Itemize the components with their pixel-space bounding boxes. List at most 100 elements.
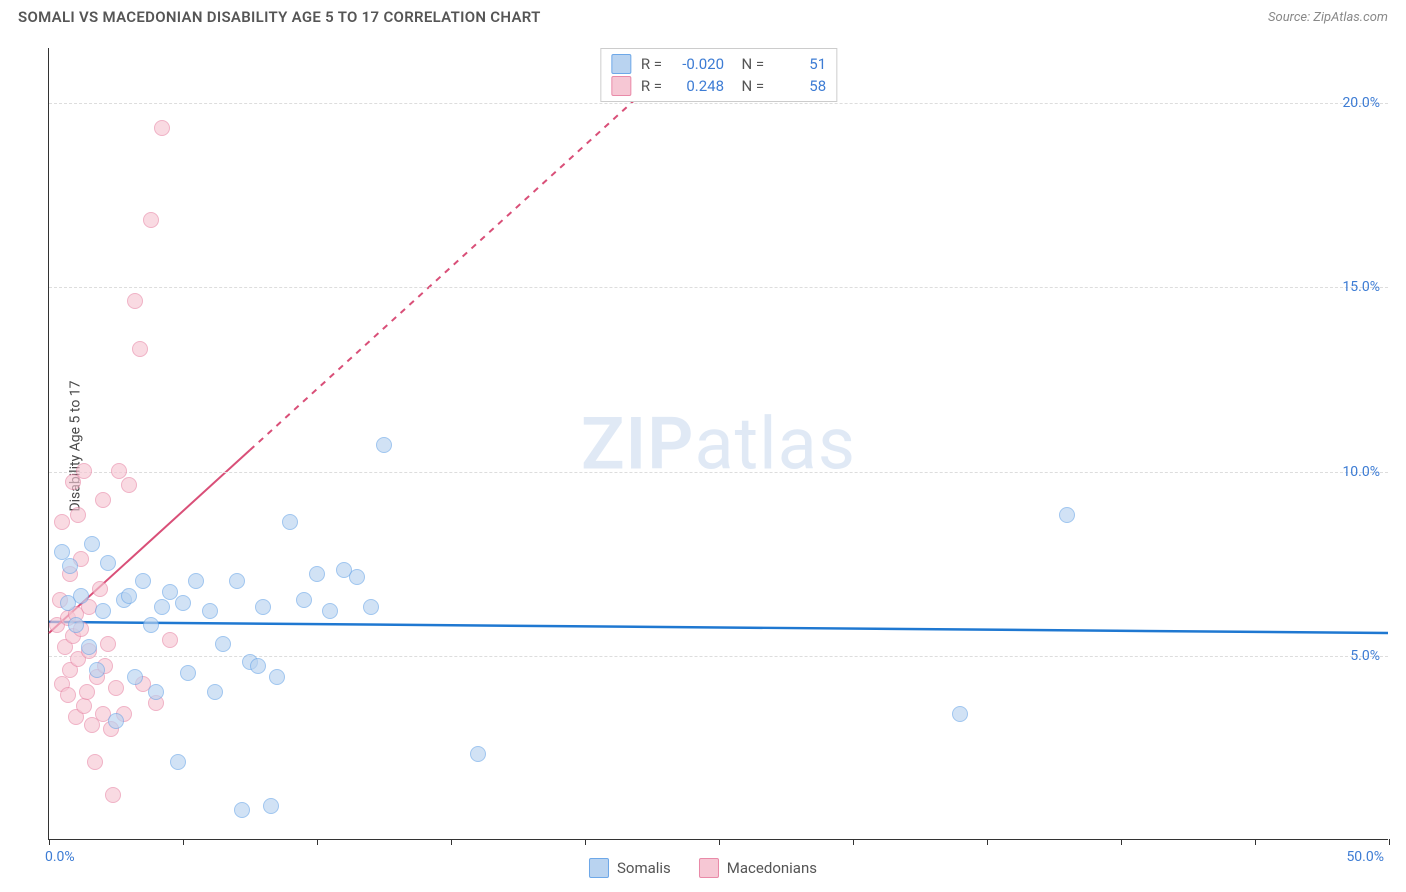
data-point-somalis [952, 706, 968, 722]
data-point-macedonians [100, 636, 116, 652]
data-point-somalis [269, 669, 285, 685]
correlation-stats-legend: R = -0.020 N = 51 R = 0.248 N = 58 [600, 48, 837, 102]
data-point-macedonians [76, 698, 92, 714]
data-point-somalis [263, 798, 279, 814]
data-point-somalis [127, 669, 143, 685]
data-point-somalis [143, 617, 159, 633]
data-point-somalis [73, 588, 89, 604]
data-point-somalis [349, 569, 365, 585]
data-point-somalis [202, 603, 218, 619]
stats-row: R = -0.020 N = 51 [611, 53, 826, 75]
data-point-somalis [229, 573, 245, 589]
data-point-macedonians [87, 754, 103, 770]
legend-label: Somalis [617, 859, 671, 877]
data-point-somalis [180, 665, 196, 681]
x-tick [1255, 839, 1256, 845]
data-point-macedonians [95, 492, 111, 508]
data-point-somalis [54, 544, 70, 560]
y-tick-label: 15.0% [1342, 279, 1380, 295]
data-point-somalis [108, 713, 124, 729]
legend-label: Macedonians [727, 859, 817, 877]
data-point-somalis [250, 658, 266, 674]
data-point-somalis [322, 603, 338, 619]
x-tick [719, 839, 720, 845]
data-point-macedonians [121, 477, 137, 493]
data-point-macedonians [70, 507, 86, 523]
x-tick [853, 839, 854, 845]
data-point-somalis [162, 584, 178, 600]
x-tick-label: 50.0% [1346, 849, 1384, 865]
stat-n-label: N = [734, 55, 764, 73]
data-point-macedonians [108, 680, 124, 696]
data-point-somalis [1059, 507, 1075, 523]
stat-n-value: 58 [774, 77, 826, 95]
data-point-somalis [215, 636, 231, 652]
legend-swatch [589, 858, 609, 878]
x-tick [451, 839, 452, 845]
stat-r-label: R = [641, 55, 662, 73]
data-point-macedonians [105, 787, 121, 803]
data-point-macedonians [54, 514, 70, 530]
data-point-somalis [89, 662, 105, 678]
data-point-somalis [100, 555, 116, 571]
data-point-somalis [470, 746, 486, 762]
stat-r-value: -0.020 [672, 55, 724, 73]
x-tick-label: 0.0% [45, 849, 75, 865]
data-point-somalis [154, 599, 170, 615]
data-point-somalis [84, 536, 100, 552]
stat-r-value: 0.248 [672, 77, 724, 95]
y-tick-label: 20.0% [1342, 95, 1380, 111]
data-point-somalis [296, 592, 312, 608]
legend-swatch [611, 76, 631, 96]
data-point-somalis [62, 558, 78, 574]
data-point-macedonians [143, 212, 159, 228]
data-point-somalis [95, 603, 111, 619]
data-point-somalis [282, 514, 298, 530]
chart-source: Source: ZipAtlas.com [1268, 10, 1388, 25]
data-point-somalis [121, 588, 137, 604]
data-point-macedonians [76, 463, 92, 479]
data-point-somalis [309, 566, 325, 582]
scatter-chart: ZIPatlas R = -0.020 N = 51 R = 0.248 N = 58 5… [48, 48, 1388, 840]
data-point-macedonians [127, 293, 143, 309]
data-point-macedonians [60, 687, 76, 703]
data-point-somalis [175, 595, 191, 611]
data-point-somalis [363, 599, 379, 615]
x-tick [183, 839, 184, 845]
stats-row: R = 0.248 N = 58 [611, 75, 826, 97]
data-point-macedonians [111, 463, 127, 479]
watermark: ZIPatlas [581, 401, 856, 486]
legend-item: Somalis [589, 858, 671, 878]
data-point-somalis [376, 437, 392, 453]
x-tick [1389, 839, 1390, 845]
gridline [49, 103, 1388, 104]
stat-n-label: N = [734, 77, 764, 95]
x-tick [987, 839, 988, 845]
data-point-somalis [207, 684, 223, 700]
legend-swatch [611, 54, 631, 74]
data-point-macedonians [79, 684, 95, 700]
x-tick [317, 839, 318, 845]
legend-item: Macedonians [699, 858, 817, 878]
chart-title: SOMALI VS MACEDONIAN DISABILITY AGE 5 TO… [18, 8, 541, 26]
gridline [49, 472, 1388, 473]
data-point-somalis [255, 599, 271, 615]
data-point-macedonians [92, 581, 108, 597]
data-point-somalis [68, 617, 84, 633]
series-legend: Somalis Macedonians [589, 858, 817, 878]
x-tick [585, 839, 586, 845]
gridline [49, 287, 1388, 288]
x-tick [49, 839, 50, 845]
data-point-somalis [188, 573, 204, 589]
stat-r-label: R = [641, 77, 662, 95]
x-tick [1121, 839, 1122, 845]
legend-swatch [699, 858, 719, 878]
data-point-somalis [170, 754, 186, 770]
data-point-somalis [234, 802, 250, 818]
data-point-somalis [81, 639, 97, 655]
y-tick-label: 5.0% [1350, 648, 1380, 664]
data-point-macedonians [132, 341, 148, 357]
trend-lines [49, 48, 1388, 839]
data-point-macedonians [154, 120, 170, 136]
stat-n-value: 51 [774, 55, 826, 73]
